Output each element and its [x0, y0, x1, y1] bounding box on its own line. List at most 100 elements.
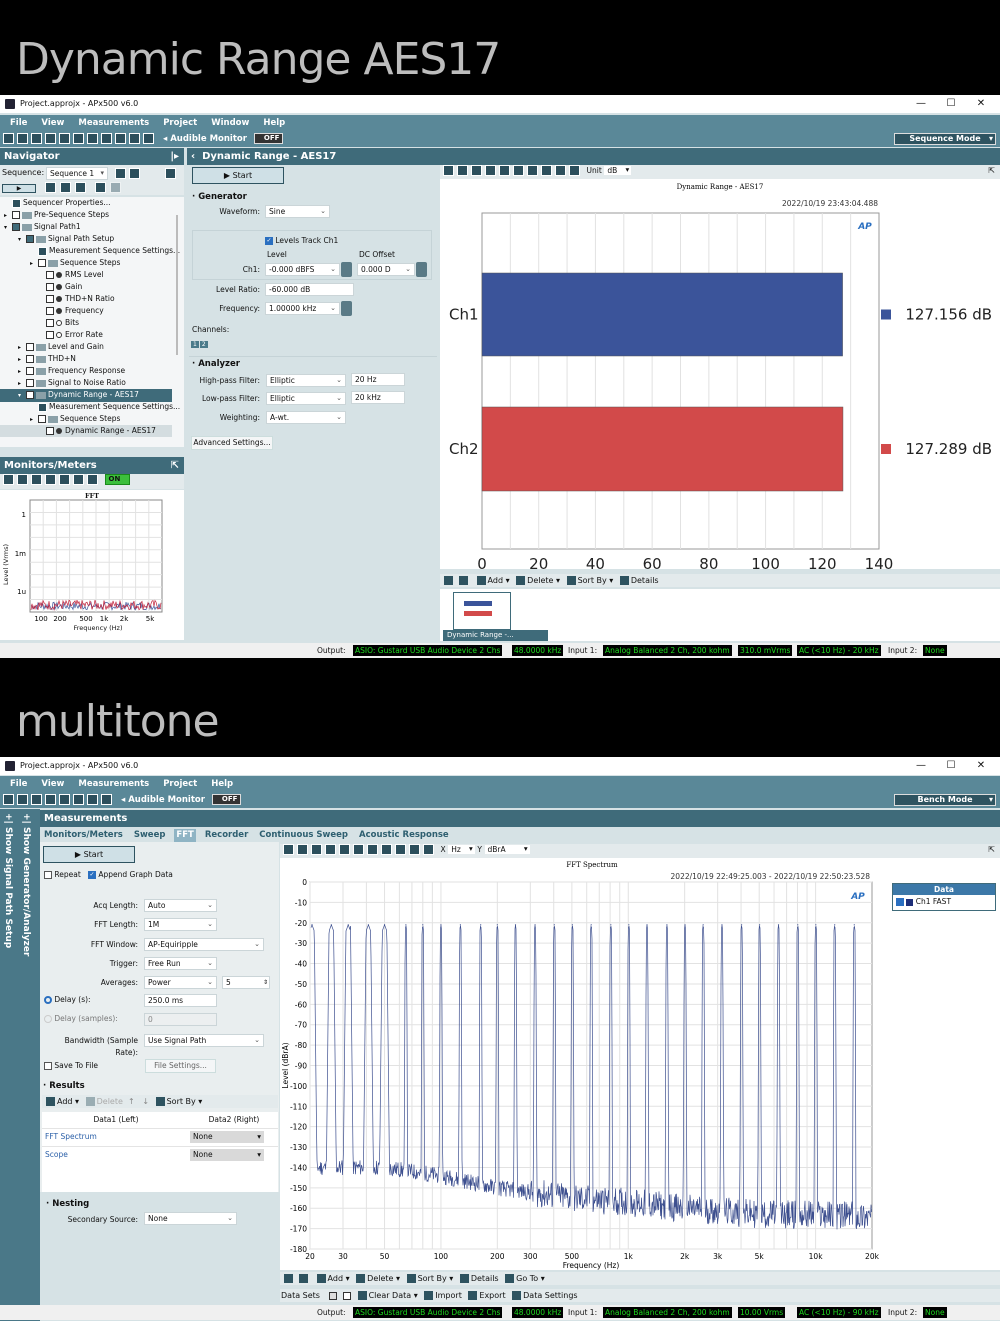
delete-icon[interactable]	[75, 182, 86, 193]
tab-sweep[interactable]: Sweep	[133, 830, 166, 840]
x-unit-select[interactable]: Hz ▾	[448, 844, 475, 854]
import-button[interactable]: Import	[435, 1291, 462, 1300]
popout-icon[interactable]: ⇱	[170, 460, 179, 471]
frequency-select[interactable]: 1.00000 kHz ⌄	[265, 302, 340, 315]
first-icon[interactable]	[284, 1274, 293, 1283]
check-all-icon[interactable]	[328, 1291, 337, 1300]
advanced-settings-button[interactable]: Advanced Settings...	[191, 436, 273, 450]
nesting-section[interactable]: · Nesting	[46, 1199, 90, 1209]
expand-icon[interactable]: ▸	[18, 380, 22, 387]
monitors-toggle[interactable]: ON	[104, 474, 131, 485]
show-generator-tab[interactable]: +| Show Generator/Analyzer	[21, 813, 31, 957]
append-graph-data-checkbox[interactable]: ✓ Append Graph Data	[88, 870, 173, 879]
clock-monitor-icon[interactable]	[73, 474, 84, 485]
setting-select[interactable]: Power ⌄	[144, 976, 217, 989]
tab-monitors-meters[interactable]: Monitors/Meters	[44, 830, 123, 840]
run-sequence-button[interactable]: ▶	[2, 184, 36, 193]
tree-item[interactable]: ▸ Sequence Steps	[0, 257, 172, 270]
save-icon[interactable]	[31, 794, 42, 805]
fft-icon[interactable]	[73, 133, 84, 144]
maximize-button[interactable]: ☐	[946, 98, 956, 109]
graph-settings-icon[interactable]	[423, 844, 434, 855]
signal-icon[interactable]	[59, 133, 70, 144]
menu-measurements[interactable]: Measurements	[78, 118, 150, 128]
save-icon[interactable]	[31, 133, 42, 144]
menu-help[interactable]: Help	[263, 118, 286, 128]
print-icon[interactable]	[311, 844, 322, 855]
pin-icon[interactable]: |▸	[170, 151, 179, 162]
checkbox[interactable]	[46, 271, 54, 279]
delay-samples-radio[interactable]: Delay (samples):	[44, 1014, 118, 1023]
last-icon[interactable]	[299, 1274, 308, 1283]
export-button[interactable]: Export	[479, 1291, 506, 1300]
add-graph-icon[interactable]	[101, 794, 112, 805]
audible-monitor-toggle[interactable]: OFF	[253, 133, 284, 144]
tab-continuous-sweep[interactable]: Continuous Sweep	[259, 830, 348, 840]
tree-item[interactable]: ▸ Level and Gain	[0, 341, 172, 354]
checkbox-checked[interactable]	[26, 235, 34, 243]
tree-item[interactable]: ▾ Signal Path1	[0, 221, 172, 234]
sample-rate[interactable]: 48.0000 kHz	[512, 1307, 564, 1318]
results-add-button[interactable]: Add	[57, 1097, 73, 1106]
scope-monitor-icon[interactable]	[59, 474, 70, 485]
expand-icon[interactable]: ▸	[4, 212, 8, 219]
delay-seconds-radio[interactable]: Delay (s):	[44, 995, 91, 1004]
io-icon[interactable]	[59, 794, 70, 805]
expand-icon[interactable]: ▸	[18, 368, 22, 375]
tree-scrollbar[interactable]	[176, 215, 178, 355]
add-monitor-icon[interactable]	[87, 474, 98, 485]
input-range[interactable]: 310.0 mVrms	[738, 645, 793, 656]
tree-item[interactable]: ▸ Signal to Noise Ratio	[0, 377, 172, 390]
mode-select[interactable]: Sequence Mode ▾	[894, 133, 996, 145]
new-file-icon[interactable]	[3, 133, 14, 144]
minimize-button[interactable]: —	[916, 98, 926, 109]
uncheck-all-icon[interactable]	[343, 1291, 352, 1300]
tree-item[interactable]: ▸ Sequence Steps	[0, 413, 172, 426]
details-button[interactable]: Details	[470, 1274, 499, 1283]
io-monitor-icon[interactable]	[45, 474, 56, 485]
input2-value[interactable]: None	[923, 1307, 947, 1318]
tab-fft[interactable]: FFT	[174, 829, 196, 842]
delete-button[interactable]: Delete	[367, 1274, 394, 1283]
checkbox[interactable]	[46, 331, 54, 339]
results-section[interactable]: · Results	[43, 1081, 85, 1091]
bandwidth-select[interactable]: Use Signal Path ⌄	[144, 1034, 264, 1047]
signal-monitor-icon[interactable]	[3, 474, 14, 485]
checkbox[interactable]	[46, 295, 54, 303]
last-icon[interactable]	[459, 576, 468, 585]
tree-item[interactable]: THD+N Ratio	[0, 293, 172, 305]
mode-select[interactable]: Bench Mode ▾	[894, 794, 996, 806]
legend-item-ch1-fast[interactable]: Ch1 FAST	[893, 895, 995, 909]
delay-samples-input[interactable]: 0	[144, 1013, 217, 1026]
stepper-icon[interactable]: ⇕	[262, 979, 268, 986]
save-graph-icon[interactable]	[443, 165, 454, 176]
delete-button[interactable]: Delete	[527, 576, 554, 585]
pan-icon[interactable]	[499, 165, 510, 176]
close-button[interactable]: ✕	[976, 760, 986, 771]
checkbox[interactable]	[38, 415, 46, 423]
graph-thumbnail[interactable]	[453, 592, 511, 630]
setting-select[interactable]: Auto ⌄	[144, 899, 217, 912]
table-icon[interactable]	[381, 844, 392, 855]
popout-graph-icon[interactable]: ⇱	[988, 166, 995, 175]
table-row[interactable]: Scope None ▾	[42, 1146, 278, 1163]
sort-button[interactable]: Sort By	[417, 1274, 447, 1283]
print-icon[interactable]	[471, 165, 482, 176]
data2-select[interactable]: None ▾	[190, 1131, 264, 1143]
bar-ch1[interactable]	[481, 272, 843, 357]
expand-icon[interactable]: ▸	[18, 344, 22, 351]
tree-item[interactable]: Measurement Sequence Settings...	[0, 245, 180, 257]
generator-section[interactable]: · Generator	[192, 192, 247, 202]
averages-count-input[interactable]: 5 ⇕	[222, 976, 270, 989]
pan-icon[interactable]	[339, 844, 350, 855]
tree-item[interactable]: ▸ THD+N	[0, 353, 172, 366]
save-graph-icon[interactable]	[283, 844, 294, 855]
checkbox[interactable]	[46, 319, 54, 327]
secondary-source-select[interactable]: None ⌄	[144, 1212, 237, 1225]
menu-file[interactable]: File	[10, 118, 28, 128]
input-range[interactable]: 10.00 Vrms	[738, 1307, 786, 1318]
waveform-select[interactable]: Sine ⌄	[265, 205, 330, 218]
start-button[interactable]: ▶ Start	[43, 846, 135, 863]
graph-settings-icon[interactable]	[569, 165, 580, 176]
minimize-button[interactable]: —	[916, 760, 926, 771]
